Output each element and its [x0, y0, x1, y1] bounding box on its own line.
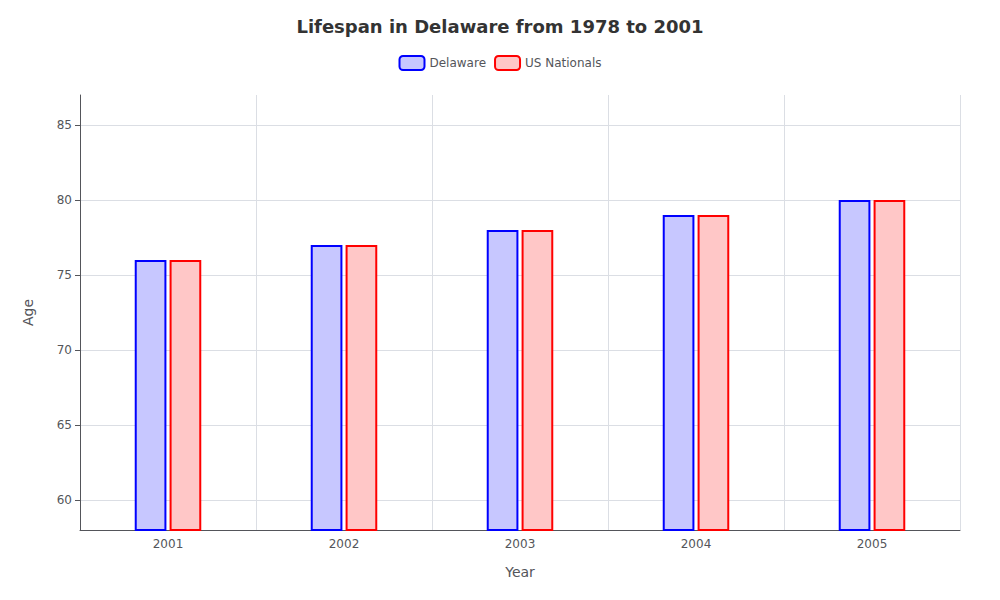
svg-text:65: 65 [57, 418, 72, 432]
svg-text:2003: 2003 [505, 537, 536, 551]
svg-text:80: 80 [57, 193, 72, 207]
svg-text:Lifespan in Delaware from 1978: Lifespan in Delaware from 1978 to 2001 [296, 16, 703, 37]
svg-text:2002: 2002 [329, 537, 360, 551]
svg-text:70: 70 [57, 343, 72, 357]
svg-text:Age: Age [20, 299, 36, 326]
svg-text:75: 75 [57, 268, 72, 282]
svg-text:Delaware: Delaware [429, 56, 486, 70]
svg-text:2005: 2005 [857, 537, 888, 551]
svg-text:60: 60 [57, 493, 72, 507]
svg-text:2004: 2004 [681, 537, 712, 551]
svg-text:Year: Year [504, 564, 535, 580]
svg-text:2001: 2001 [153, 537, 184, 551]
svg-text:US Nationals: US Nationals [525, 56, 601, 70]
svg-text:85: 85 [57, 118, 72, 132]
